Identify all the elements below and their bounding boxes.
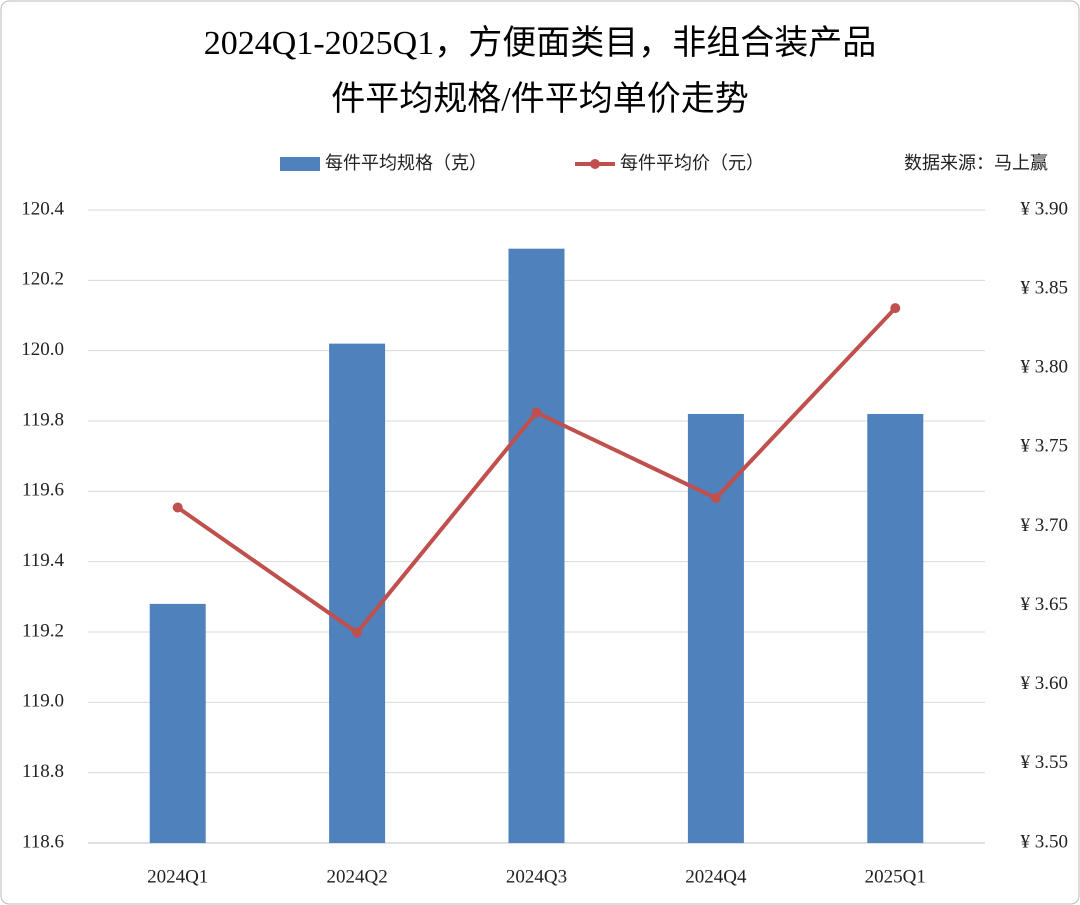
y-tick-label: 120.2 — [21, 269, 64, 290]
bar — [687, 413, 744, 843]
y-tick-label: 120.4 — [21, 198, 64, 219]
line-marker — [710, 493, 721, 504]
x-tick-label: 2024Q3 — [506, 866, 567, 887]
x-tick-label: 2024Q2 — [326, 866, 387, 887]
x-tick-label: 2024Q4 — [685, 866, 747, 887]
y-tick-label: 118.6 — [22, 831, 64, 852]
y2-tick-label: ¥ 3.65 — [1021, 594, 1069, 615]
y2-tick-label: ¥ 3.70 — [1021, 515, 1069, 536]
legend-swatch — [280, 157, 320, 171]
y2-tick-label: ¥ 3.85 — [1021, 277, 1069, 298]
line-marker — [352, 627, 363, 638]
y-tick-label: 119.2 — [22, 620, 64, 641]
legend-label: 每件平均价（元） — [620, 153, 764, 173]
line-marker — [531, 407, 542, 418]
y2-tick-label: ¥ 3.55 — [1021, 752, 1069, 773]
bar — [508, 248, 565, 843]
y2-tick-label: ¥ 3.50 — [1021, 831, 1069, 852]
legend-marker — [590, 159, 600, 169]
y-tick-label: 119.4 — [22, 550, 65, 571]
y2-tick-label: ¥ 3.80 — [1021, 357, 1069, 378]
bar — [329, 343, 386, 843]
line-marker — [890, 303, 901, 314]
bar — [149, 603, 206, 843]
chart-subtitle: 件平均规格/件平均单价走势 — [331, 80, 748, 118]
source-note: 数据来源：马上赢 — [904, 152, 1048, 173]
bar — [867, 413, 924, 843]
chart-title: 2024Q1-2025Q1，方便面类目，非组合装产品 — [204, 24, 876, 62]
legend-label: 每件平均规格（克） — [325, 153, 487, 173]
y-tick-label: 120.0 — [21, 339, 64, 360]
x-tick-label: 2024Q1 — [147, 866, 208, 887]
y2-tick-label: ¥ 3.90 — [1021, 198, 1069, 219]
y-tick-label: 118.8 — [22, 761, 64, 782]
x-tick-label: 2025Q1 — [865, 866, 926, 887]
y2-tick-label: ¥ 3.60 — [1021, 673, 1069, 694]
y-tick-label: 119.0 — [22, 691, 64, 712]
y-tick-label: 119.6 — [22, 480, 64, 501]
y-tick-label: 119.8 — [22, 409, 64, 430]
line-marker — [172, 502, 183, 513]
y2-tick-label: ¥ 3.75 — [1021, 436, 1069, 457]
